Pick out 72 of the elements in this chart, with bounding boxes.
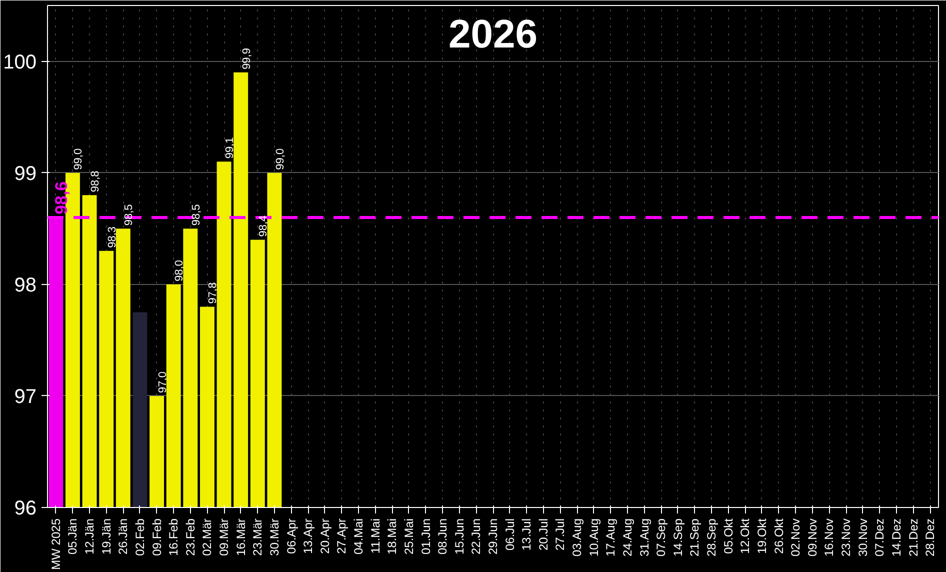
y-tick-label: 96	[14, 498, 37, 520]
x-tick-label: 10.Aug	[586, 518, 601, 557]
x-tick-label: 19.Okt	[754, 518, 769, 554]
x-tick-label: 20.Jul	[536, 518, 550, 551]
x-tick-label: 26.Okt	[772, 518, 786, 554]
x-tick-label: 21.Dez	[906, 518, 920, 557]
x-tick-label: 14.Dez	[889, 518, 904, 557]
x-tick-label: 02.Nov	[788, 518, 803, 557]
x-tick-label: 20.Apr	[318, 518, 332, 554]
x-tick-label: 21.Sep	[688, 518, 702, 557]
x-tick-label: 29.Jun	[486, 518, 500, 555]
y-tick-label: 100	[3, 51, 37, 74]
data-label: 98,6	[52, 181, 71, 214]
y-tick-label: 99	[14, 162, 37, 185]
data-label: 97,0	[156, 372, 169, 393]
chart-title: 2026	[448, 12, 538, 56]
x-tick-label: 11.Mai	[368, 518, 382, 554]
y-tick-label: 97	[14, 386, 37, 408]
x-tick-label: 16.Nov	[822, 518, 836, 557]
data-label: 98,5	[123, 204, 136, 226]
y-tick-label: 98	[14, 274, 37, 296]
x-tick-label: MW 2025	[48, 518, 63, 570]
x-tick-label: 06.Jul	[502, 518, 517, 551]
x-tick-label: 22.Jun	[469, 518, 484, 555]
x-tick-label: 04.Mai	[352, 518, 366, 555]
x-tick-label: 06.Apr	[284, 518, 298, 554]
x-tick-label: 23.Nov	[839, 518, 854, 557]
x-tick-label: 02.Mär	[200, 518, 214, 556]
x-tick-label: 13.Jul	[520, 518, 534, 551]
x-tick-label: 01.Jun	[418, 518, 433, 555]
x-tick-label: 30.Mär	[267, 518, 282, 556]
x-tick-label: 17.Aug	[604, 518, 618, 557]
x-tick-label: 15.Jun	[452, 518, 466, 555]
x-tick-label: 09.Nov	[805, 518, 820, 557]
x-tick-label: 28.Sep	[704, 518, 719, 557]
x-tick-label: 14.Sep	[670, 518, 685, 557]
data-label: 99,1	[224, 137, 236, 159]
data-label: 99,0	[274, 148, 286, 170]
x-tick-label: 16.Mär	[234, 518, 248, 556]
x-tick-label: 05.Okt	[721, 518, 736, 554]
x-tick-label: 12.Okt	[738, 518, 752, 554]
x-tick-label: 30.Nov	[856, 518, 870, 557]
x-tick-label: 23.Feb	[183, 518, 198, 556]
x-tick-label: 05.Jän	[66, 518, 80, 555]
data-label: 98,3	[106, 226, 118, 248]
x-tick-label: 12.Jän	[82, 518, 97, 555]
x-tick-label: 13.Apr	[301, 518, 316, 554]
x-tick-label: 23.Mär	[250, 518, 265, 556]
x-tick-label: 26.Jän	[116, 518, 130, 555]
x-tick-label: 31.Aug	[637, 518, 652, 557]
x-tick-label: 25.Mai	[402, 518, 416, 555]
x-tick-label: 07.Dez	[872, 518, 887, 557]
x-tick-label: 07.Sep	[654, 518, 668, 557]
x-tick-label: 03.Aug	[570, 518, 584, 557]
x-tick-label: 28.Dez	[923, 518, 938, 557]
x-tick-label: 18.Mai	[385, 518, 400, 555]
x-tick-label: 16.Feb	[166, 518, 181, 556]
x-tick-label: 19.Jän	[99, 518, 114, 555]
x-tick-label: 09.Mär	[217, 518, 232, 556]
data-label: 98,5	[190, 204, 202, 226]
data-label: 98,8	[90, 170, 102, 192]
data-label: 98,4	[258, 215, 270, 237]
data-label: 99,0	[72, 148, 85, 170]
x-tick-label: 02.Feb	[132, 518, 147, 556]
data-label: 97,8	[207, 282, 220, 304]
x-tick-label: 24.Aug	[620, 518, 634, 557]
x-tick-label: 08.Jun	[436, 518, 450, 555]
x-tick-label: 27.Apr	[334, 518, 349, 554]
x-tick-label: 09.Feb	[150, 518, 164, 556]
x-tick-label: 27.Jul	[553, 518, 568, 551]
data-label: 98,0	[174, 260, 186, 282]
data-label: 99,9	[240, 48, 253, 70]
